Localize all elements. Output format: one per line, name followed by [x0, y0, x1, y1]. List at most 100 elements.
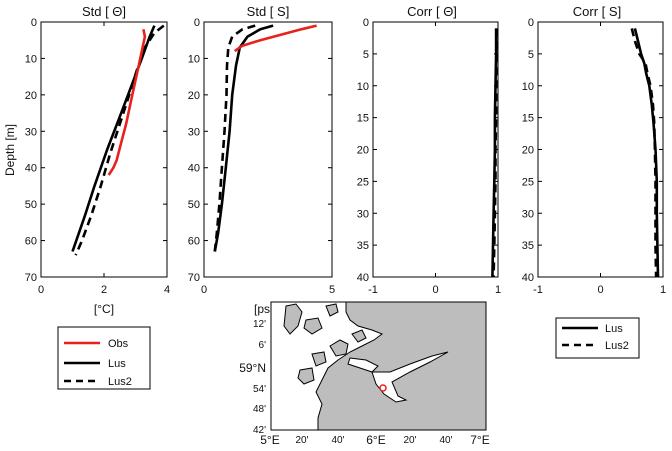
y-tick-label: 15	[357, 113, 369, 125]
legend-entry-lus: Lus	[605, 323, 623, 335]
x-tick-label: 0	[597, 284, 603, 296]
y-tick-label: 0	[363, 17, 369, 29]
y-tick-label: 10	[25, 53, 37, 65]
station-marker	[379, 384, 387, 392]
y-tick-label: 50	[25, 199, 37, 211]
legend-box	[555, 317, 640, 359]
series-line-lus2	[492, 28, 499, 278]
y-tick-label: 0	[31, 17, 37, 29]
y-tick-label: 60	[188, 236, 200, 248]
lon-tick: 20'	[295, 435, 308, 446]
y-tick-label: 20	[25, 90, 37, 102]
y-tick-label: 40	[25, 163, 37, 175]
y-tick-label: 10	[188, 53, 200, 65]
fjord	[371, 351, 449, 403]
x-tick-label: 1	[660, 284, 666, 296]
y-tick-label: 30	[522, 208, 534, 220]
plot-frame	[372, 21, 499, 278]
y-tick-label: 25	[357, 176, 369, 188]
y-tick-label: 35	[357, 240, 369, 252]
lon-tick: 6°E	[366, 433, 385, 447]
y-tick-label: 5	[363, 49, 369, 61]
island	[303, 317, 323, 335]
y-tick-label: 20	[357, 145, 369, 157]
series-line-obs	[233, 24, 317, 53]
series-line-lus2	[630, 28, 658, 278]
x-ticks: -1 0 1	[533, 22, 666, 296]
lat-tick: 6'	[259, 340, 267, 351]
y-tick-label: 35	[522, 240, 534, 252]
plot-frame	[203, 21, 333, 278]
x-tick-label: 1	[495, 284, 501, 296]
y-tick-label: 20	[522, 145, 534, 157]
plot-frame	[40, 21, 168, 278]
lat-tick: 42'	[253, 425, 266, 436]
y-tick-label: 0	[194, 17, 200, 29]
y-ticks: 0 5 10 15 20 25 30 35 40	[522, 17, 663, 284]
x-ticks: -1 0 1	[368, 22, 501, 296]
panel-corr-theta: Corr [ Θ] 0 5 10 15 20 25 30 35 40 -1 0 1	[357, 4, 501, 296]
lat-tick: 48'	[253, 404, 266, 415]
x-tick-label: 0	[432, 284, 438, 296]
y-tick-label: 30	[25, 126, 37, 138]
panel-corr-salinity: Corr [ S] 0 5 10 15 20 25 30 35 40 -1 0 1	[522, 4, 666, 296]
lat-label: 59°N	[239, 361, 266, 375]
lon-tick: 7°E	[470, 433, 489, 447]
lat-tick: 54'	[253, 384, 266, 395]
panel-title: Corr [ Θ]	[407, 4, 457, 19]
island	[283, 303, 303, 335]
legend-entry-lus2: Lus2	[108, 376, 132, 388]
inset-map: [psu 12' 6' 59°N 54' 48' 42' 5°E 20' 4	[239, 301, 490, 447]
panel-title: Std [ Θ]	[82, 4, 126, 19]
series-line-obs	[107, 29, 147, 176]
panel-std-theta: Std [ Θ] 0 10 20 30 40 50 60 70 0 2 4 Depth [m] […	[3, 4, 170, 316]
y-ticks: 0 5 10 15 20 25 30 35 40	[357, 17, 498, 284]
legend-right: Lus Lus2	[555, 317, 640, 359]
island	[297, 367, 315, 385]
y-tick-label: 30	[357, 208, 369, 220]
legend-entry-obs: Obs	[108, 338, 129, 350]
x-tick-label: 4	[164, 284, 170, 296]
series-lines	[71, 24, 165, 256]
series-lines	[213, 24, 317, 252]
x-tick-label: 0	[38, 284, 44, 296]
series-lines	[491, 28, 499, 278]
y-ticks: 0 10 20 30 40 50 60 70	[188, 17, 332, 284]
legend-left: Obs Lus Lus2	[57, 326, 151, 390]
legend-box	[57, 326, 151, 390]
island	[329, 339, 349, 357]
series-line-lus2	[74, 24, 165, 256]
y-tick-label: 10	[357, 81, 369, 93]
y-tick-label: 40	[188, 163, 200, 175]
y-tick-label: 70	[25, 272, 37, 284]
series-lines	[630, 28, 660, 278]
y-tick-label: 5	[528, 49, 534, 61]
legend-entry-lus2: Lus2	[605, 340, 629, 352]
y-ticks: 0 10 20 30 40 50 60 70	[25, 17, 167, 284]
legend-entry-lus: Lus	[108, 358, 126, 370]
map-land	[283, 302, 486, 430]
y-axis-label: Depth [m]	[3, 124, 17, 176]
mainland	[315, 302, 486, 430]
series-line-lus	[213, 24, 274, 252]
lon-tick: 40'	[331, 435, 344, 446]
plot-frame	[537, 21, 664, 278]
island	[351, 329, 367, 343]
lat-tick: 12'	[253, 319, 266, 330]
lon-tick: 5°E	[260, 433, 279, 447]
lon-tick: 20'	[403, 435, 416, 446]
y-tick-label: 60	[25, 236, 37, 248]
x-ticks: 0 2 4	[38, 22, 170, 296]
series-line-lus2	[213, 24, 256, 252]
y-tick-label: 15	[522, 113, 534, 125]
y-tick-label: 40	[357, 272, 369, 284]
fjord-mouth	[347, 357, 379, 373]
y-tick-label: 20	[188, 90, 200, 102]
y-tick-label: 10	[522, 81, 534, 93]
lon-tick: 40'	[439, 435, 452, 446]
y-tick-label: 70	[188, 272, 200, 284]
x-tick-label: 2	[101, 284, 107, 296]
